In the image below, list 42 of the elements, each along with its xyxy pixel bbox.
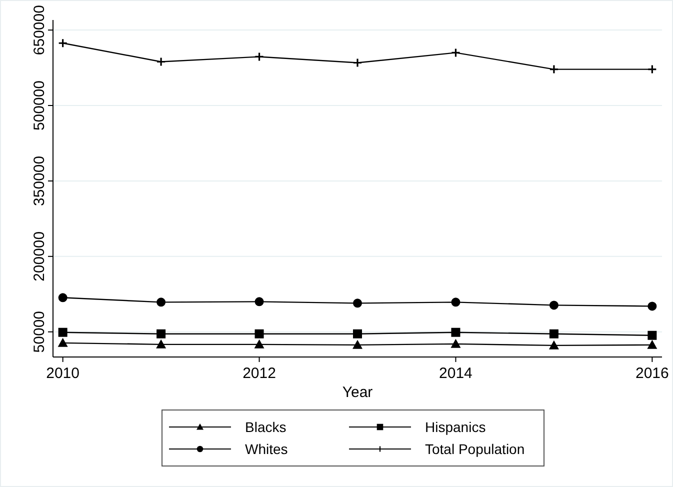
x-tick-label: 2010: [46, 365, 80, 382]
point: [648, 302, 657, 311]
point: [450, 48, 461, 58]
point: [353, 329, 362, 338]
legend-label: Whites: [245, 441, 288, 457]
point: [58, 338, 68, 347]
point: [451, 328, 460, 337]
point: [352, 340, 362, 349]
x-tick-label: 2014: [439, 365, 472, 382]
point: [58, 38, 68, 48]
point: [254, 52, 264, 62]
point: [353, 298, 362, 308]
point: [156, 298, 166, 307]
y-tick-label: 50000: [31, 310, 48, 353]
point: [549, 300, 558, 310]
point: [647, 340, 658, 349]
x-axis-title: Year: [342, 384, 373, 401]
point: [450, 338, 461, 348]
legend-label: Total Population: [425, 441, 525, 457]
point: [548, 340, 559, 350]
legend-label: Blacks: [245, 419, 286, 435]
x-tick-label: 2012: [242, 365, 276, 382]
point: [254, 339, 264, 348]
y-tick-label: 350000: [31, 156, 48, 206]
point: [648, 330, 657, 340]
x-tick-label: 2016: [635, 365, 669, 382]
point: [254, 297, 264, 306]
point: [156, 56, 166, 67]
legend-label: Hispanics: [425, 419, 486, 435]
point: [549, 64, 559, 74]
point: [451, 298, 460, 307]
point: [549, 329, 558, 338]
point: [254, 329, 264, 338]
y-tick-label: 650000: [31, 5, 48, 56]
point: [352, 58, 362, 68]
y-tick-label: 500000: [31, 80, 48, 131]
point: [58, 293, 68, 302]
point: [647, 64, 657, 74]
point: [58, 328, 68, 337]
y-tick-label: 200000: [31, 231, 48, 282]
point: [156, 329, 166, 338]
point: [156, 339, 166, 348]
